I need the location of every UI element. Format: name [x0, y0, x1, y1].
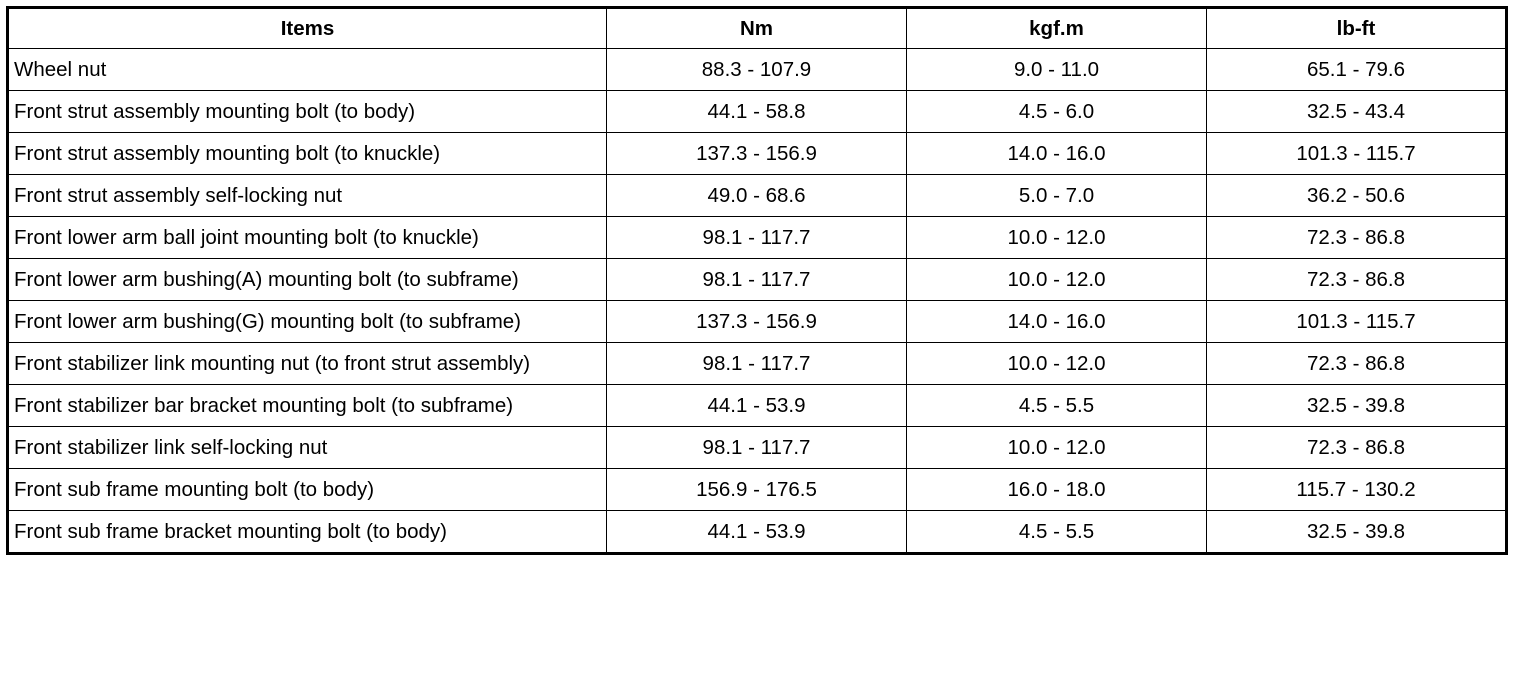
value-cell: 10.0 - 12.0 [906, 258, 1207, 301]
table-row: Front strut assembly self-locking nut 49.… [7, 174, 1507, 217]
item-cell: Front strut assembly mounting bolt (to b… [7, 90, 607, 133]
value-cell: 10.0 - 12.0 [906, 216, 1207, 259]
value-cell: 10.0 - 12.0 [906, 426, 1207, 469]
item-cell: Front lower arm bushing(A) mounting bolt… [7, 258, 607, 301]
item-cell: Front strut assembly self-locking nut [7, 174, 607, 217]
value-cell: 156.9 - 176.5 [606, 468, 907, 511]
table-body: Wheel nut 88.3 - 107.9 9.0 - 11.0 65.1 - 79… [7, 48, 1507, 554]
item-cell: Front sub frame mounting bolt (to body) [7, 468, 607, 511]
value-cell: 72.3 - 86.8 [1206, 258, 1507, 301]
value-cell: 10.0 - 12.0 [906, 342, 1207, 385]
value-cell: 72.3 - 86.8 [1206, 342, 1507, 385]
item-cell: Front sub frame bracket mounting bolt (t… [7, 510, 607, 554]
table-row: Front lower arm bushing(G) mounting bolt… [7, 300, 1507, 343]
header-row: Items Nm kgf.m lb-ft [7, 7, 1507, 49]
header-cell: Nm [606, 7, 907, 49]
value-cell: 14.0 - 16.0 [906, 300, 1207, 343]
value-cell: 36.2 - 50.6 [1206, 174, 1507, 217]
value-cell: 32.5 - 39.8 [1206, 510, 1507, 554]
header-cell: Items [7, 7, 607, 49]
value-cell: 88.3 - 107.9 [606, 48, 907, 91]
table-row: Front strut assembly mounting bolt (to k… [7, 132, 1507, 175]
item-cell: Front lower arm bushing(G) mounting bolt… [7, 300, 607, 343]
table-row: Front lower arm bushing(A) mounting bolt… [7, 258, 1507, 301]
torque-table: Items Nm kgf.m lb-ft Wheel nut 88.3 - 107.9 9… [6, 6, 1508, 555]
value-cell: 98.1 - 117.7 [606, 258, 907, 301]
table-row: Front strut assembly mounting bolt (to b… [7, 90, 1507, 133]
table-row: Front sub frame mounting bolt (to body) 1… [7, 468, 1507, 511]
value-cell: 5.0 - 7.0 [906, 174, 1207, 217]
table-row: Front sub frame bracket mounting bolt (t… [7, 510, 1507, 554]
value-cell: 98.1 - 117.7 [606, 426, 907, 469]
value-cell: 16.0 - 18.0 [906, 468, 1207, 511]
value-cell: 4.5 - 5.5 [906, 510, 1207, 554]
item-cell: Front stabilizer link self-locking nut [7, 426, 607, 469]
value-cell: 72.3 - 86.8 [1206, 216, 1507, 259]
table-row: Front stabilizer link self-locking nut 98… [7, 426, 1507, 469]
value-cell: 44.1 - 58.8 [606, 90, 907, 133]
value-cell: 72.3 - 86.8 [1206, 426, 1507, 469]
value-cell: 49.0 - 68.6 [606, 174, 907, 217]
spec-table-wrap: Items Nm kgf.m lb-ft Wheel nut 88.3 - 107.9 9… [6, 6, 1508, 555]
value-cell: 101.3 - 115.7 [1206, 300, 1507, 343]
value-cell: 44.1 - 53.9 [606, 384, 907, 427]
value-cell: 115.7 - 130.2 [1206, 468, 1507, 511]
value-cell: 98.1 - 117.7 [606, 342, 907, 385]
value-cell: 137.3 - 156.9 [606, 300, 907, 343]
value-cell: 4.5 - 6.0 [906, 90, 1207, 133]
value-cell: 32.5 - 39.8 [1206, 384, 1507, 427]
value-cell: 44.1 - 53.9 [606, 510, 907, 554]
value-cell: 137.3 - 156.9 [606, 132, 907, 175]
item-cell: Front stabilizer bar bracket mounting bo… [7, 384, 607, 427]
item-cell: Front stabilizer link mounting nut (to f… [7, 342, 607, 385]
value-cell: 9.0 - 11.0 [906, 48, 1207, 91]
value-cell: 101.3 - 115.7 [1206, 132, 1507, 175]
header-cell: kgf.m [906, 7, 1207, 49]
value-cell: 14.0 - 16.0 [906, 132, 1207, 175]
item-cell: Front lower arm ball joint mounting bolt… [7, 216, 607, 259]
value-cell: 4.5 - 5.5 [906, 384, 1207, 427]
header-cell: lb-ft [1206, 7, 1507, 49]
table-row: Front stabilizer link mounting nut (to f… [7, 342, 1507, 385]
item-cell: Front strut assembly mounting bolt (to k… [7, 132, 607, 175]
item-cell: Wheel nut [7, 48, 607, 91]
table-row: Front lower arm ball joint mounting bolt… [7, 216, 1507, 259]
value-cell: 65.1 - 79.6 [1206, 48, 1507, 91]
value-cell: 98.1 - 117.7 [606, 216, 907, 259]
value-cell: 32.5 - 43.4 [1206, 90, 1507, 133]
table-row: Wheel nut 88.3 - 107.9 9.0 - 11.0 65.1 - 79… [7, 48, 1507, 91]
table-row: Front stabilizer bar bracket mounting bo… [7, 384, 1507, 427]
